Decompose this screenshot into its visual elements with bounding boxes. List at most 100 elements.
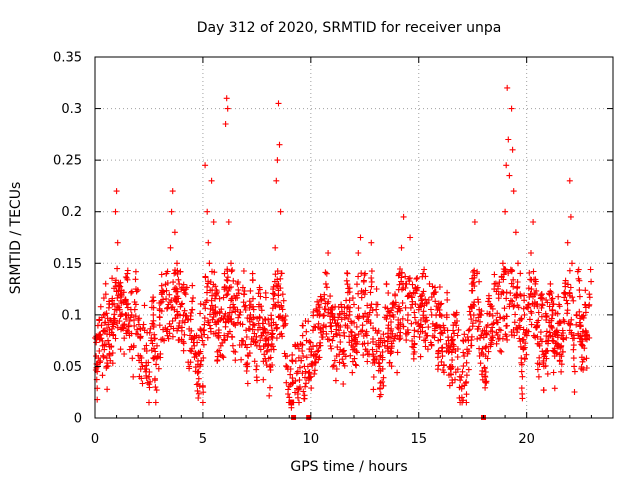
data-point bbox=[320, 313, 327, 319]
data-point bbox=[509, 298, 516, 305]
data-point bbox=[534, 333, 541, 340]
data-point bbox=[501, 268, 508, 275]
data-point bbox=[96, 359, 103, 366]
data-point bbox=[486, 311, 493, 318]
data-point bbox=[103, 355, 110, 362]
data-point bbox=[519, 336, 526, 343]
data-point bbox=[102, 280, 109, 287]
data-point bbox=[511, 319, 518, 326]
data-point bbox=[364, 358, 371, 365]
data-point bbox=[230, 277, 237, 284]
data-point bbox=[96, 316, 103, 323]
data-point bbox=[494, 319, 501, 326]
data-point bbox=[551, 345, 558, 352]
data-point bbox=[518, 355, 525, 362]
data-point bbox=[525, 285, 532, 292]
data-point bbox=[421, 266, 428, 273]
data-point bbox=[357, 234, 364, 241]
data-point bbox=[328, 305, 335, 311]
data-point bbox=[519, 373, 526, 380]
data-point bbox=[537, 329, 544, 336]
data-point bbox=[156, 322, 163, 329]
data-point bbox=[107, 357, 114, 364]
data-point bbox=[328, 310, 335, 317]
data-point bbox=[180, 347, 187, 354]
data-point bbox=[312, 324, 319, 331]
data-point bbox=[445, 349, 452, 356]
data-point bbox=[244, 352, 251, 359]
data-point bbox=[193, 351, 200, 358]
data-point bbox=[114, 265, 121, 272]
data-point bbox=[428, 342, 435, 349]
data-point bbox=[311, 370, 318, 377]
data-point bbox=[205, 317, 211, 324]
data-point bbox=[273, 325, 280, 332]
data-point bbox=[334, 331, 340, 338]
data-point bbox=[512, 229, 519, 236]
data-point bbox=[263, 362, 270, 368]
data-point bbox=[463, 391, 470, 398]
data-point bbox=[373, 348, 380, 355]
data-point bbox=[238, 356, 245, 363]
data-point bbox=[463, 372, 470, 379]
data-point bbox=[351, 301, 357, 308]
data-point bbox=[201, 315, 208, 322]
data-point bbox=[485, 348, 492, 355]
data-point bbox=[458, 385, 465, 392]
data-point bbox=[314, 348, 321, 355]
data-point bbox=[470, 312, 477, 319]
data-point bbox=[197, 326, 204, 333]
data-point bbox=[225, 318, 232, 325]
data-point bbox=[162, 324, 169, 331]
data-point bbox=[138, 359, 145, 366]
data-point bbox=[174, 260, 180, 267]
data-point bbox=[125, 328, 132, 335]
data-point bbox=[366, 309, 373, 316]
data-point bbox=[212, 319, 219, 326]
data-point bbox=[288, 404, 295, 411]
y-tick-label: 0.25 bbox=[53, 154, 82, 169]
data-point bbox=[250, 306, 257, 313]
data-point bbox=[351, 319, 358, 326]
data-point bbox=[576, 293, 583, 300]
data-point bbox=[427, 339, 434, 346]
data-point bbox=[269, 290, 276, 297]
data-point bbox=[445, 334, 451, 341]
data-point bbox=[311, 358, 318, 365]
data-point bbox=[260, 376, 267, 383]
data-point bbox=[108, 317, 115, 324]
data-point bbox=[124, 267, 131, 274]
data-point bbox=[389, 330, 396, 337]
data-point bbox=[327, 313, 333, 320]
data-point bbox=[136, 315, 143, 322]
data-point bbox=[117, 346, 124, 353]
data-point bbox=[290, 379, 297, 386]
data-point bbox=[228, 333, 235, 340]
data-point bbox=[417, 328, 424, 335]
data-point bbox=[362, 287, 369, 294]
data-point bbox=[323, 330, 330, 337]
data-point bbox=[414, 284, 421, 291]
y-tick-label: 0 bbox=[74, 412, 82, 427]
data-point bbox=[303, 354, 310, 361]
data-point bbox=[583, 329, 590, 336]
data-point bbox=[256, 284, 263, 291]
data-point bbox=[194, 387, 201, 394]
data-point bbox=[405, 275, 412, 282]
x-tick-labels: 0 5 10 15 20 bbox=[91, 432, 535, 447]
data-point bbox=[432, 298, 439, 305]
data-point bbox=[240, 268, 247, 274]
data-point bbox=[380, 331, 387, 338]
data-point bbox=[579, 313, 586, 320]
data-point bbox=[384, 305, 391, 312]
data-point bbox=[272, 271, 279, 278]
data-point bbox=[352, 361, 359, 368]
data-point bbox=[388, 363, 395, 370]
data-point bbox=[373, 306, 380, 313]
data-point bbox=[202, 305, 209, 312]
data-point bbox=[303, 337, 310, 344]
data-point bbox=[315, 347, 322, 354]
data-point bbox=[402, 330, 409, 337]
data-point bbox=[537, 336, 544, 343]
data-point bbox=[151, 331, 158, 338]
